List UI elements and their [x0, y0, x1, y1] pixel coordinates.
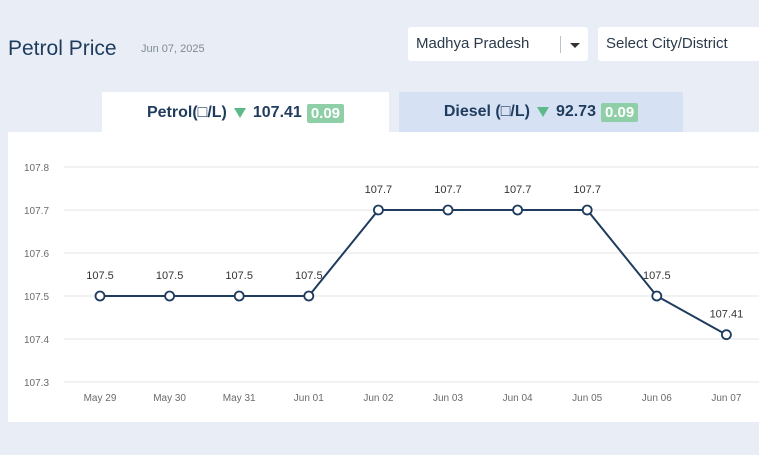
data-label: 107.5	[156, 270, 184, 282]
x-tick-label: May 31	[223, 393, 256, 404]
y-tick-label: 107.8	[24, 163, 49, 174]
x-tick-label: May 30	[153, 393, 186, 404]
data-label: 107.5	[295, 270, 323, 282]
data-label: 107.5	[225, 270, 253, 282]
x-tick-label: Jun 06	[642, 393, 672, 404]
tab-petrol-change-badge: 0.09	[306, 103, 345, 123]
city-select-placeholder: Select City/District	[606, 35, 728, 52]
y-tick-label: 107.7	[24, 206, 49, 217]
x-tick-label: Jun 02	[363, 393, 393, 404]
price-line-chart: 107.8 107.7 107.6 107.5 107.4 107.3 May 29 May …	[24, 163, 759, 404]
data-point	[164, 290, 176, 302]
data-point	[651, 290, 663, 302]
data-label: 107.5	[643, 270, 671, 282]
data-point	[442, 204, 454, 216]
state-select[interactable]: Madhya Pradesh	[408, 27, 588, 61]
data-point	[233, 290, 245, 302]
data-point	[721, 329, 732, 341]
series-line	[100, 209, 727, 336]
price-down-arrow-icon	[536, 107, 549, 117]
data-point	[512, 204, 524, 216]
data-point	[581, 204, 593, 216]
chevron-down-icon[interactable]	[570, 43, 580, 48]
data-point	[372, 204, 384, 216]
x-tick-label: Jun 07	[711, 393, 741, 404]
x-tick-label: Jun 01	[294, 393, 324, 404]
tab-diesel-label: Diesel (□/L)	[443, 103, 530, 120]
tab-petrol-label: Petrol(□/L)	[146, 104, 227, 121]
y-tick-label: 107.4	[24, 335, 49, 346]
tab-petrol-price: 107.41	[252, 104, 302, 121]
data-label: 107.5	[86, 270, 114, 282]
chart-panel: 107.8 107.7 107.6 107.5 107.4 107.3 May 29 May …	[8, 132, 759, 422]
x-tick-label: Jun 04	[503, 393, 533, 404]
data-label: 107.7	[573, 184, 601, 196]
data-point	[94, 290, 106, 302]
x-tick-label: Jun 05	[572, 393, 602, 404]
tab-diesel[interactable]: Diesel (□/L) 92.73 0.09	[399, 92, 683, 132]
tab-petrol[interactable]: Petrol(□/L) 107.41 0.09	[102, 92, 389, 134]
data-label: 107.7	[434, 184, 462, 196]
data-label: 107.41	[710, 309, 744, 321]
tab-diesel-change-badge: 0.09	[600, 102, 639, 122]
city-select[interactable]: Select City/District	[598, 27, 759, 61]
y-tick-label: 107.3	[24, 378, 49, 389]
tab-diesel-price: 92.73	[555, 103, 596, 120]
page-title: Petrol Price	[8, 37, 117, 60]
state-select-value: Madhya Pradesh	[416, 35, 530, 52]
page-header: Petrol Price Jun 07, 2025 Madhya Pradesh…	[0, 0, 759, 92]
y-tick-label: 107.6	[24, 249, 49, 260]
select-divider	[560, 36, 561, 53]
price-date: Jun 07, 2025	[141, 43, 205, 55]
x-tick-label: Jun 03	[433, 393, 463, 404]
data-point	[303, 290, 315, 302]
data-label: 107.7	[504, 184, 532, 196]
price-down-arrow-icon	[233, 108, 246, 118]
y-tick-label: 107.5	[24, 292, 49, 303]
data-label: 107.7	[365, 184, 393, 196]
x-tick-label: May 29	[84, 393, 117, 404]
